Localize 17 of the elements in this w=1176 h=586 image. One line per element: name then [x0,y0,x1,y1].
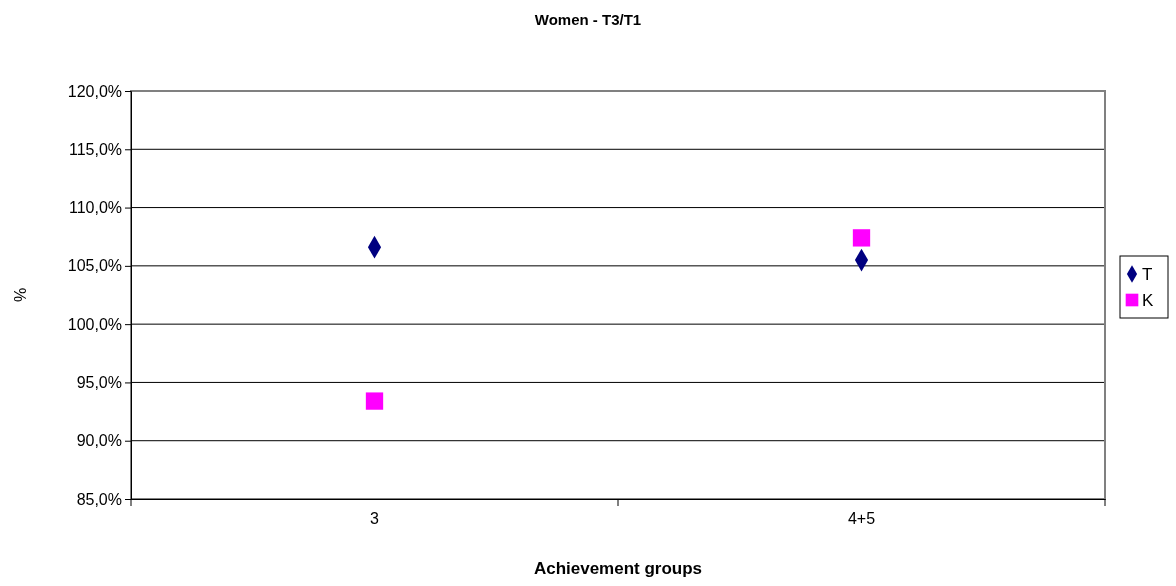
y-tick-label: 90,0% [76,432,122,450]
x-tick-label: 4+5 [847,510,876,528]
chart-title: Women - T3/T1 [534,11,642,28]
x-axis-title: Achievement groups [533,559,703,578]
y-tick-label: 105,0% [67,257,122,275]
y-tick-label: 95,0% [76,374,122,392]
y-tick-label: 85,0% [76,490,122,508]
legend-label: T [1142,265,1153,284]
y-tick-label: 115,0% [68,140,122,158]
point [365,392,384,410]
x-tick-label: 3 [370,510,380,528]
legend-label: K [1142,291,1154,310]
y-tick-label: 100,0% [67,315,122,333]
y-axis-title: % [12,287,29,303]
y-tick-label: 120,0% [67,82,122,100]
point [852,229,871,247]
y-tick-label: 110,0% [68,199,122,217]
